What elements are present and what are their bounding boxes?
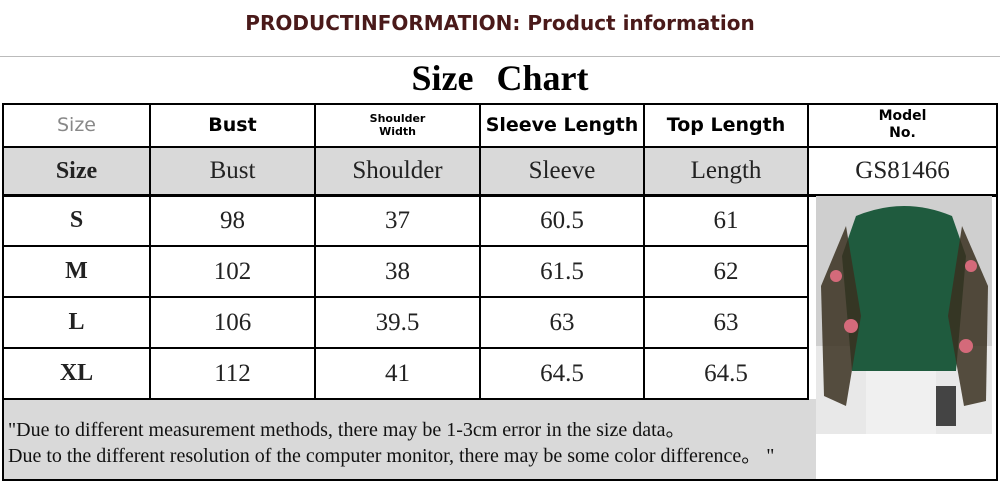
border bbox=[996, 103, 998, 481]
table-cell: 112 bbox=[214, 359, 251, 387]
table-cell: M bbox=[65, 258, 88, 284]
header-cell: Sleeve bbox=[480, 147, 644, 195]
left-sleeve bbox=[821, 226, 861, 406]
header-cell: GS81466 bbox=[855, 157, 950, 184]
border bbox=[3, 479, 997, 481]
header-cell: Length bbox=[644, 147, 808, 195]
flower bbox=[844, 319, 858, 333]
note-bg bbox=[3, 399, 816, 480]
chart-title: Size Chart bbox=[411, 58, 589, 98]
header-en-cell: Top Length bbox=[666, 114, 786, 136]
flower bbox=[830, 270, 842, 282]
table-cell: 63 bbox=[713, 308, 739, 336]
table-cell: 106 bbox=[213, 308, 252, 336]
border bbox=[643, 103, 645, 399]
header-en-cell: Model No. bbox=[878, 108, 927, 141]
border bbox=[2, 103, 4, 481]
border bbox=[807, 103, 809, 399]
table-cell: 63 bbox=[549, 308, 575, 336]
border bbox=[149, 103, 151, 399]
table-cell: L bbox=[68, 309, 85, 335]
border bbox=[3, 195, 997, 197]
header-en-cell: Shoulder Width bbox=[369, 112, 426, 138]
table-cell: 62 bbox=[713, 257, 739, 285]
table-cell: XL bbox=[59, 360, 94, 386]
header-en-cell: Size bbox=[56, 114, 96, 136]
note-line: Due to the different resolution of the c… bbox=[8, 445, 775, 467]
table-cell: 64.5 bbox=[540, 359, 584, 387]
border bbox=[3, 103, 997, 105]
note-line: "Due to different measurement methods, t… bbox=[8, 419, 686, 441]
flower bbox=[965, 260, 977, 272]
header-cell: Size bbox=[3, 147, 150, 195]
border bbox=[3, 296, 809, 298]
table-cell: 37 bbox=[385, 206, 410, 234]
header-en-cell: Sleeve Length bbox=[485, 114, 639, 136]
table-cell: 102 bbox=[213, 257, 252, 285]
border bbox=[314, 103, 316, 399]
top bbox=[842, 206, 966, 371]
table-cell: 61 bbox=[713, 206, 739, 234]
table-cell: 39.5 bbox=[375, 308, 420, 336]
table-cell: 41 bbox=[385, 359, 410, 387]
flower bbox=[959, 339, 973, 353]
table-cell: 98 bbox=[220, 206, 245, 234]
jeans bbox=[866, 371, 936, 434]
header-title: PRODUCTINFORMATION: Product information bbox=[245, 11, 755, 35]
right-sleeve bbox=[948, 226, 988, 406]
divider bbox=[0, 56, 1000, 57]
border bbox=[479, 103, 481, 399]
table-cell: 61.5 bbox=[540, 257, 584, 285]
border bbox=[3, 398, 809, 400]
border bbox=[3, 347, 809, 349]
border bbox=[3, 146, 997, 148]
table-cell: 60.5 bbox=[540, 206, 584, 234]
header-cell: Bust bbox=[150, 147, 315, 195]
header-en-cell: Bust bbox=[208, 114, 257, 136]
table-cell: S bbox=[69, 207, 84, 233]
border bbox=[3, 245, 809, 247]
table-cell: 64.5 bbox=[704, 359, 748, 387]
product-photo bbox=[816, 196, 992, 434]
table-cell: 38 bbox=[385, 257, 410, 285]
header-cell: Shoulder bbox=[315, 147, 480, 195]
